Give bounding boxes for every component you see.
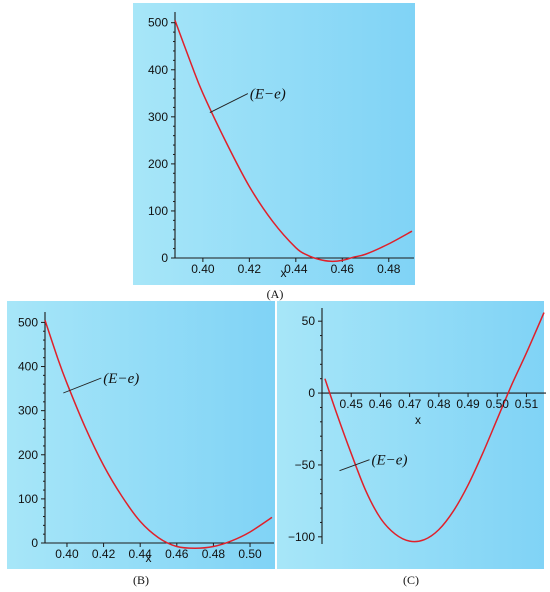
x-tick-label: 0.50 bbox=[486, 397, 510, 411]
x-tick-label: 0.44 bbox=[284, 262, 308, 276]
y-tick-label: 0 bbox=[161, 251, 168, 265]
caption-c: (C) bbox=[403, 573, 419, 587]
x-tick-label: 0.42 bbox=[238, 262, 262, 276]
y-tick-label: −50 bbox=[295, 458, 316, 472]
x-tick-label: 0.42 bbox=[92, 547, 116, 561]
plot-background-c bbox=[277, 301, 544, 569]
y-tick-label: 50 bbox=[302, 314, 316, 328]
plot-background-b bbox=[7, 301, 275, 569]
caption-b: (B) bbox=[133, 573, 149, 587]
plot-background-a bbox=[133, 3, 415, 285]
x-axis-title: x bbox=[281, 266, 287, 280]
x-tick-label: 0.49 bbox=[456, 397, 480, 411]
y-tick-label: 400 bbox=[18, 360, 38, 374]
axes-c bbox=[318, 308, 546, 544]
labels-a: 0.40 0.42 0.44 0.46 0.48 0 100 200 300 400 500 x (E−… bbox=[148, 16, 401, 280]
x-tick-label: 0.46 bbox=[165, 547, 189, 561]
x-tick-label: 0.47 bbox=[398, 397, 422, 411]
series-line-e-minus-e bbox=[324, 312, 545, 543]
y-tick-label: 200 bbox=[18, 448, 38, 462]
y-tick-label: 200 bbox=[148, 157, 168, 171]
x-axis-title: x bbox=[415, 413, 421, 427]
x-tick-label: 0.48 bbox=[427, 397, 451, 411]
y-tick-label: −100 bbox=[288, 530, 315, 544]
axes-b bbox=[41, 312, 274, 547]
panel-b: 0.40 0.42 0.44 0.46 0.48 0.50 0 100 200 300 400 500… bbox=[7, 301, 275, 569]
annotation-leader-line bbox=[209, 93, 249, 113]
axes-a bbox=[171, 12, 414, 262]
x-tick-label: 0.50 bbox=[238, 547, 262, 561]
labels-c: 0.45 0.46 0.47 0.48 0.49 0.50 0.51 −100 −50 0 50 x (… bbox=[288, 314, 539, 544]
panel-c: 0.45 0.46 0.47 0.48 0.49 0.50 0.51 −100 −50 0 50 x (… bbox=[277, 301, 546, 569]
caption-a: (A) bbox=[267, 287, 284, 301]
y-tick-label: 500 bbox=[148, 16, 168, 30]
y-tick-label: 500 bbox=[18, 315, 38, 329]
y-tick-label: 0 bbox=[31, 536, 38, 550]
panel-a: 0.40 0.42 0.44 0.46 0.48 0 100 200 300 400 500 x (E−… bbox=[133, 3, 415, 285]
curves-b bbox=[44, 319, 273, 550]
annotation-leader-line bbox=[63, 377, 102, 394]
y-tick-label: 300 bbox=[18, 404, 38, 418]
annotation-label: (E−e) bbox=[250, 87, 286, 103]
x-tick-label: 0.46 bbox=[369, 397, 393, 411]
y-tick-label: 300 bbox=[148, 110, 168, 124]
y-tick-label: 0 bbox=[308, 386, 315, 400]
series-line-e-minus-e bbox=[174, 20, 413, 263]
y-tick-label: 100 bbox=[148, 204, 168, 218]
curves-c bbox=[324, 312, 545, 543]
y-tick-label: 400 bbox=[148, 63, 168, 77]
annotation-leader-line bbox=[339, 459, 370, 472]
labels-b: 0.40 0.42 0.44 0.46 0.48 0.50 0 100 200 300 400 500… bbox=[18, 315, 262, 565]
curves-a bbox=[174, 20, 413, 263]
x-tick-label: 0.45 bbox=[340, 397, 364, 411]
x-tick-label: 0.51 bbox=[515, 397, 539, 411]
x-tick-label: 0.40 bbox=[55, 547, 79, 561]
x-tick-label: 0.46 bbox=[331, 262, 355, 276]
x-tick-label: 0.40 bbox=[191, 262, 215, 276]
x-tick-label: 0.44 bbox=[129, 547, 153, 561]
series-line-e-minus-e bbox=[44, 319, 273, 550]
x-tick-label: 0.48 bbox=[377, 262, 401, 276]
annotation-label: (E−e) bbox=[372, 453, 408, 469]
y-tick-label: 100 bbox=[18, 492, 38, 506]
x-axis-title: x bbox=[146, 551, 152, 565]
annotation-label: (E−e) bbox=[103, 371, 139, 387]
x-tick-label: 0.48 bbox=[202, 547, 226, 561]
